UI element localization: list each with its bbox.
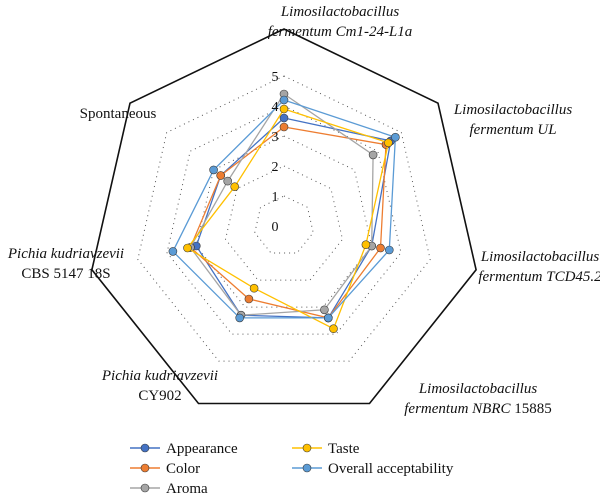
outer-heptagon bbox=[91, 28, 477, 405]
category-label: Limosilactobacillus fermentum NBRC 15885 bbox=[404, 381, 552, 417]
legend-marker bbox=[140, 483, 150, 493]
data-point bbox=[384, 138, 393, 148]
data-point bbox=[279, 122, 289, 132]
legend-marker bbox=[140, 443, 150, 453]
data-point bbox=[249, 283, 259, 293]
category-label-part: fermentum TCD45.2 bbox=[478, 269, 600, 285]
data-point bbox=[223, 176, 232, 186]
category-label: Spontaneous bbox=[80, 106, 157, 122]
series-color bbox=[186, 122, 391, 323]
data-point bbox=[244, 294, 254, 304]
tick-label: 4 bbox=[272, 100, 279, 115]
grid-ring-2 bbox=[224, 165, 344, 281]
category-label-part: fermentum NBRC bbox=[404, 401, 514, 417]
category-label-part: Pichia kudriavzevii bbox=[7, 246, 124, 262]
category-label: Pichia kudriavzevii CY902 bbox=[101, 368, 218, 404]
data-point bbox=[320, 305, 329, 315]
category-label-part: Limosilactobacillus bbox=[418, 381, 538, 397]
category-label-part: fermentum Cm1-24-L1a bbox=[268, 24, 413, 40]
legend-item: Appearance bbox=[130, 441, 238, 457]
data-point bbox=[279, 104, 289, 114]
legend-marker bbox=[302, 463, 312, 473]
data-point bbox=[209, 165, 218, 175]
category-label-part: Spontaneous bbox=[80, 106, 157, 122]
tick-label: 5 bbox=[272, 70, 279, 85]
legend-label: Aroma bbox=[166, 481, 208, 497]
legend-label: Appearance bbox=[166, 441, 238, 457]
series-line bbox=[195, 117, 392, 319]
data-point bbox=[323, 313, 333, 323]
data-point bbox=[216, 171, 225, 180]
legend-item: Aroma bbox=[130, 481, 208, 497]
legend-item: Overall acceptability bbox=[292, 461, 454, 477]
series-line bbox=[189, 126, 387, 319]
data-point bbox=[279, 113, 289, 123]
category-label-part: Limosilactobacillus bbox=[280, 4, 400, 20]
series-overall-acceptability bbox=[168, 95, 400, 323]
grid-ring-3 bbox=[195, 135, 373, 308]
legend-label: Taste bbox=[328, 441, 360, 457]
grid-ring-1 bbox=[254, 195, 314, 254]
series-line bbox=[172, 99, 397, 319]
category-label-part: Limosilactobacillus bbox=[480, 249, 600, 265]
data-point bbox=[183, 243, 192, 253]
legend-label: Overall acceptability bbox=[328, 461, 454, 477]
data-point bbox=[368, 150, 378, 160]
category-label-part: CBS 5147 18S bbox=[21, 266, 110, 282]
category-label-part: Limosilactobacillus bbox=[453, 102, 573, 118]
grid bbox=[137, 75, 431, 362]
category-label: Limosilactobacillus fermentum UL bbox=[453, 102, 573, 138]
legend-item: Taste bbox=[292, 441, 360, 457]
data-point bbox=[329, 324, 338, 334]
series-line bbox=[189, 93, 374, 316]
grid-ring-5 bbox=[137, 75, 431, 362]
legend-marker bbox=[140, 463, 150, 473]
category-label-part: fermentum UL bbox=[469, 122, 556, 138]
data-point bbox=[361, 240, 371, 249]
category-label: Limosilactobacillus fermentum TCD45.2 bbox=[478, 249, 600, 285]
category-label: Limosilactobacillus fermentum Cm1-24-L1a bbox=[268, 4, 413, 40]
category-labels: Limosilactobacillus fermentum Cm1-24-L1aL… bbox=[7, 4, 600, 417]
data-point bbox=[235, 313, 244, 323]
data-point bbox=[376, 243, 385, 253]
data-point bbox=[230, 182, 239, 191]
legend-label: Color bbox=[166, 461, 200, 477]
legend-marker bbox=[302, 443, 312, 453]
outer-frame bbox=[91, 28, 477, 405]
data-point bbox=[391, 132, 400, 142]
series-group bbox=[168, 89, 400, 334]
tick-label: 1 bbox=[272, 190, 279, 205]
series-line bbox=[186, 108, 390, 330]
category-label: Pichia kudriavzevii CBS 5147 18S bbox=[7, 246, 124, 282]
category-label-part: 15885 bbox=[514, 401, 552, 417]
legend-item: Color bbox=[130, 461, 200, 477]
data-point bbox=[384, 245, 394, 255]
category-label-part: CY902 bbox=[138, 388, 181, 404]
tick-labels: 0 1 2 3 4 5 bbox=[272, 70, 279, 235]
data-point bbox=[168, 247, 178, 256]
tick-label: 0 bbox=[272, 220, 279, 235]
category-label-part: Pichia kudriavzevii bbox=[101, 368, 218, 384]
data-point bbox=[279, 95, 289, 105]
legend: Appearance Color Aroma Taste Overall accepta… bbox=[130, 441, 454, 497]
series-taste bbox=[183, 104, 393, 334]
tick-label: 2 bbox=[272, 160, 279, 175]
tick-label: 3 bbox=[272, 130, 279, 145]
